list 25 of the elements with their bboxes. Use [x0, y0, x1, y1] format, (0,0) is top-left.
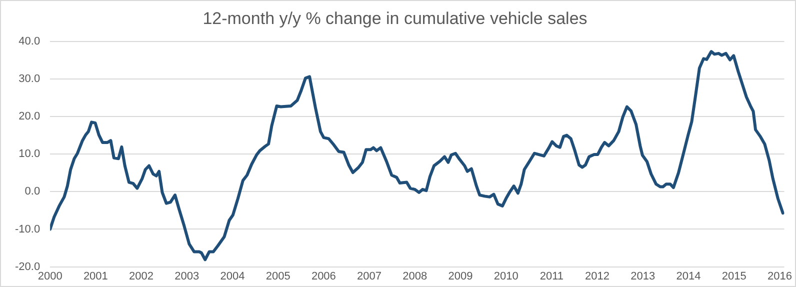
x-tick-label: 2007	[357, 270, 382, 282]
x-tick-label: 2001	[83, 270, 108, 282]
x-tick-label: 2015	[722, 270, 746, 282]
y-tick-label: -20.0	[14, 260, 40, 273]
x-tick-label: 2006	[311, 270, 336, 282]
y-tick-label: 10.0	[18, 148, 40, 160]
x-tick-label: 2008	[402, 270, 428, 282]
x-tick-label: 2012	[585, 270, 610, 282]
x-tick-label: 2013	[630, 270, 656, 282]
y-tick-label: 40.0	[18, 35, 40, 48]
x-tick-label: 2009	[448, 270, 473, 282]
chart-title: 12-month y/y % change in cumulative vehicle sales	[202, 8, 588, 28]
x-tick-label: 2005	[266, 270, 290, 282]
x-tick-label: 2002	[129, 270, 154, 282]
x-tick-label: 2000	[38, 270, 62, 282]
y-tick-label: 0.0	[24, 186, 40, 198]
x-tick-label: 2016	[767, 270, 792, 282]
x-tick-label: 2004	[220, 270, 245, 282]
y-tick-label: 30.0	[18, 73, 40, 85]
x-tick-label: 2010	[494, 270, 518, 282]
y-tick-label: 20.0	[18, 110, 40, 123]
y-tick-label: -10.0	[14, 223, 40, 236]
x-tick-label: 2011	[540, 270, 564, 282]
x-tick-label: 2014	[676, 270, 701, 282]
x-tick-label: 2003	[174, 270, 200, 282]
